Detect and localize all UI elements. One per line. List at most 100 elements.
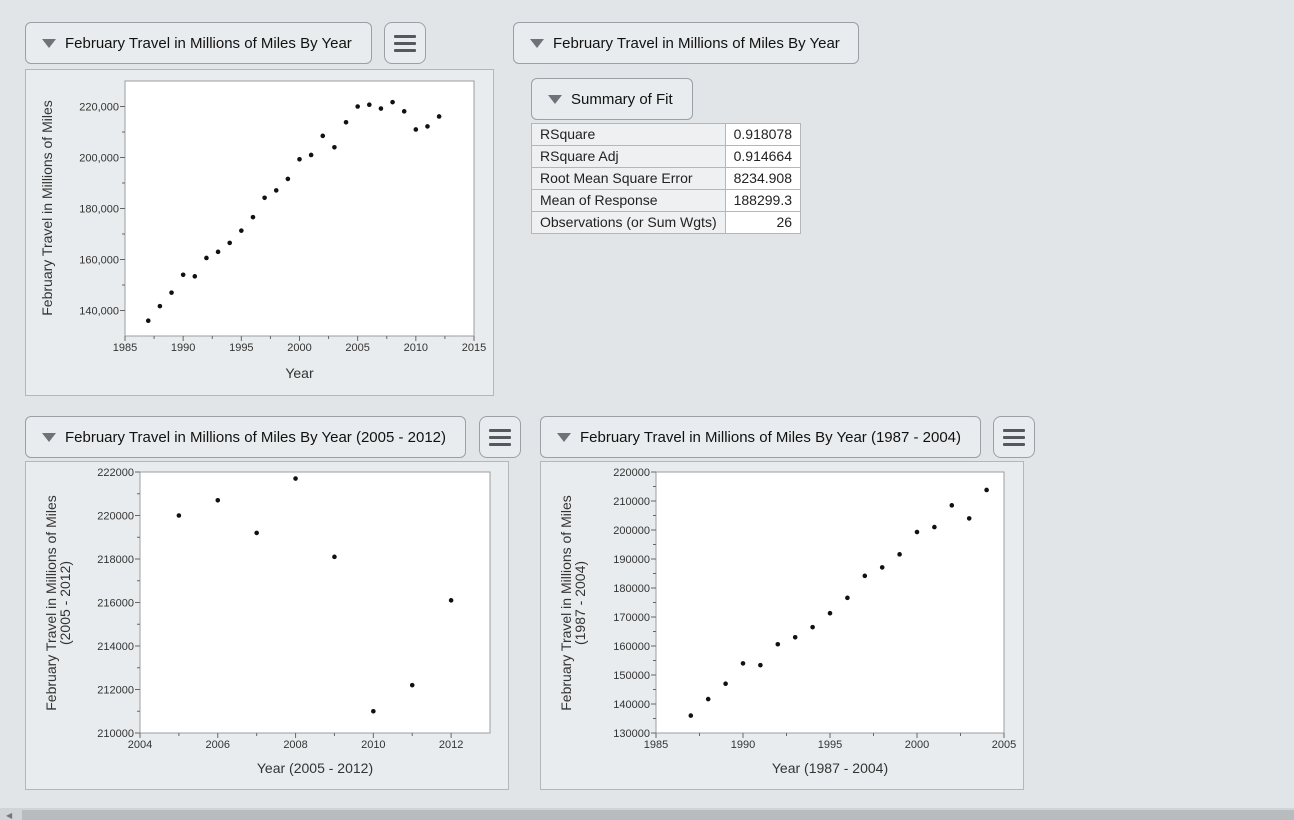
summary-of-fit-table: RSquare 0.918078 RSquare Adj 0.914664 Ro… — [531, 123, 802, 234]
data-point — [343, 120, 349, 125]
table-row: Mean of Response 188299.3 — [531, 189, 802, 212]
data-point — [180, 272, 186, 278]
data-point — [966, 516, 972, 521]
data-point — [984, 487, 989, 493]
hamburger-menu-icon[interactable] — [479, 416, 521, 458]
x-tick-label: 2005 — [992, 739, 1016, 751]
data-point — [355, 104, 360, 109]
hamburger-menu-icon[interactable] — [384, 22, 426, 64]
x-tick-label: 2006 — [206, 739, 230, 751]
plot-frame — [655, 471, 1005, 734]
x-tick-label: 2012 — [439, 739, 463, 751]
outline-header-bottom-left[interactable]: February Travel in Millions of Miles By … — [25, 416, 466, 458]
y-tick-label: 170000 — [613, 612, 650, 624]
x-tick-label: 1990 — [171, 342, 195, 354]
outline-header-top-left[interactable]: February Travel in Millions of Miles By … — [25, 22, 372, 64]
outline-title: February Travel in Millions of Miles By … — [65, 34, 352, 52]
stat-label: RSquare — [531, 123, 726, 146]
stat-value: 0.914664 — [724, 145, 802, 168]
x-tick-label: 2000 — [287, 342, 311, 354]
data-point — [169, 290, 174, 295]
stat-label: Observations (or Sum Wgts) — [531, 211, 726, 234]
data-point — [723, 681, 728, 686]
data-point — [145, 318, 151, 323]
plot-frame — [139, 471, 491, 734]
x-tick-label: 1995 — [229, 342, 253, 354]
y-tick-label: 130000 — [613, 728, 650, 740]
outline-header-top-right[interactable]: February Travel in Millions of Miles By … — [513, 22, 859, 64]
y-axis-title: February Travel in Millions of Miles(200… — [43, 495, 73, 711]
y-axis-title: February Travel in Millions of Miles(198… — [558, 495, 588, 711]
y-tick-label: 180,000 — [79, 204, 119, 216]
disclosure-triangle-icon[interactable] — [548, 94, 562, 104]
summary-of-fit-header[interactable]: Summary of Fit — [531, 78, 693, 120]
data-point — [293, 476, 298, 481]
y-tick-label: 210000 — [613, 496, 650, 508]
data-point — [378, 106, 384, 111]
table-row: Root Mean Square Error 8234.908 — [531, 167, 802, 190]
x-tick-label: 2005 — [345, 342, 369, 354]
y-tick-label: 216000 — [97, 598, 134, 610]
data-point — [862, 573, 868, 579]
data-point — [254, 530, 259, 536]
data-point — [215, 497, 221, 503]
horizontal-scrollbar[interactable]: ◀ — [0, 808, 1294, 820]
y-axis-title: February Travel in Millions of Miles — [39, 100, 55, 316]
y-tick-label: 160,000 — [79, 255, 119, 267]
summary-title: Summary of Fit — [571, 90, 673, 108]
stat-value: 26 — [724, 211, 802, 234]
chart-svg-1987-2004: 1985 1990 1995 2000 2005 130000 140000 150000 16… — [558, 467, 1016, 776]
data-point — [740, 661, 746, 666]
table-row: Observations (or Sum Wgts) 26 — [531, 211, 802, 234]
table-row: RSquare 0.918078 — [531, 123, 802, 146]
data-point — [914, 529, 920, 535]
data-point — [932, 524, 937, 530]
x-axis-title: Year (2005 - 2012) — [257, 760, 373, 776]
data-point — [192, 274, 198, 279]
data-point — [845, 595, 850, 601]
hamburger-menu-icon[interactable] — [993, 416, 1035, 458]
disclosure-triangle-icon[interactable] — [42, 432, 56, 442]
y-tick-label: 140,000 — [79, 306, 119, 318]
disclosure-triangle-icon[interactable] — [557, 432, 571, 442]
data-point — [792, 635, 798, 640]
scroll-left-icon[interactable]: ◀ — [6, 811, 13, 820]
data-point — [273, 188, 279, 193]
scatter-plot-1987-2004: 1985 1990 1995 2000 2005 130000 140000 150000 16… — [540, 461, 1024, 790]
data-point — [425, 124, 430, 129]
scrollbar-thumb[interactable] — [22, 810, 1294, 820]
data-point — [897, 552, 902, 557]
data-point — [215, 249, 221, 255]
x-tick-label: 2000 — [905, 739, 929, 751]
scatter-plot-2005-2012: 2004 2006 2008 2010 2012 210000 212000 214000 21… — [25, 461, 509, 790]
data-point — [176, 513, 182, 518]
outline-header-bottom-right[interactable]: February Travel in Millions of Miles By … — [540, 416, 981, 458]
data-point — [758, 662, 763, 668]
data-point — [448, 598, 454, 603]
disclosure-triangle-icon[interactable] — [530, 38, 544, 48]
data-point — [239, 228, 244, 233]
x-tick-label: 2010 — [361, 739, 385, 751]
data-point — [688, 713, 694, 718]
x-tick-label: 2004 — [128, 739, 152, 751]
data-point — [157, 303, 163, 309]
outline-title: February Travel in Millions of Miles By … — [65, 428, 447, 446]
chart-svg-2005-2012: 2004 2006 2008 2010 2012 210000 212000 214000 21… — [43, 467, 491, 776]
data-point — [949, 503, 955, 508]
y-tick-label: 218000 — [97, 554, 134, 566]
disclosure-triangle-icon[interactable] — [42, 38, 56, 48]
y-tick-label: 220000 — [97, 511, 134, 523]
x-tick-label: 2015 — [462, 342, 486, 354]
data-point — [371, 708, 376, 714]
stat-value: 188299.3 — [724, 189, 802, 212]
x-tick-label: 1985 — [113, 342, 137, 354]
data-point — [367, 102, 372, 108]
x-tick-label: 1985 — [644, 739, 668, 751]
y-tick-label: 214000 — [97, 641, 134, 653]
x-axis-title: Year (1987 - 2004) — [772, 760, 888, 776]
data-point — [436, 114, 442, 119]
data-point — [332, 145, 337, 150]
data-point — [401, 109, 407, 114]
data-point — [409, 682, 415, 688]
data-point — [705, 696, 711, 702]
